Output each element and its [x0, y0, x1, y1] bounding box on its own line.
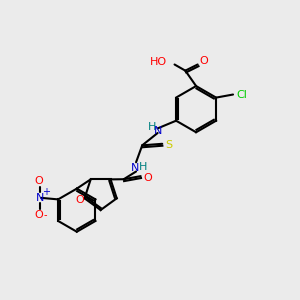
Text: O: O: [76, 195, 84, 205]
Text: -: -: [43, 210, 47, 220]
Text: O: O: [143, 173, 152, 183]
Text: H: H: [148, 122, 156, 132]
Text: HO: HO: [150, 57, 167, 67]
Text: N: N: [154, 127, 163, 136]
Text: O: O: [34, 176, 43, 186]
Text: O: O: [34, 210, 43, 220]
Text: S: S: [166, 140, 173, 150]
Text: N: N: [131, 164, 140, 173]
Text: N: N: [35, 193, 44, 203]
Text: +: +: [42, 188, 50, 197]
Text: Cl: Cl: [237, 89, 248, 100]
Text: H: H: [139, 162, 147, 172]
Text: O: O: [200, 56, 208, 66]
